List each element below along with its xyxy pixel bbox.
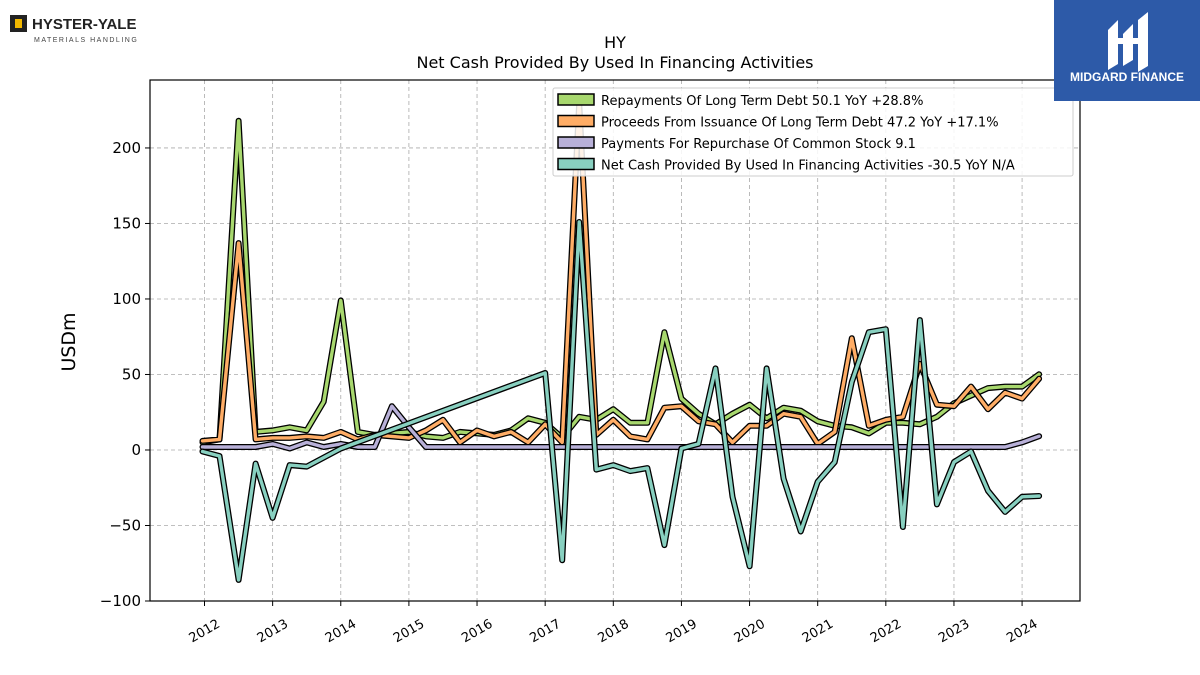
legend-swatch-1 (557, 114, 595, 128)
svg-text:MATERIALS HANDLING: MATERIALS HANDLING (34, 37, 138, 44)
series-line-2 (200, 404, 1041, 451)
y-tick-label: 200 (112, 139, 141, 157)
legend-swatch-0 (557, 93, 595, 106)
legend-frame (552, 87, 1074, 177)
y-tick-label: 100 (112, 290, 141, 308)
x-tick-label: 2015 (391, 617, 427, 647)
series-line-0 (200, 119, 1041, 445)
x-tick-label: 2021 (800, 617, 836, 647)
series-group (199, 99, 1043, 583)
y-tick-label: 0 (131, 441, 141, 459)
legend-label-0: Repayments Of Long Term Debt 50.1 YoY +2… (601, 94, 923, 109)
x-tick-label: 2012 (187, 617, 223, 647)
x-tick-label: 2017 (527, 617, 563, 647)
x-axis: 2012 2013 2014 2015 2016 2017 2018 2019 2020 2021… (187, 601, 1040, 647)
chart-subtitle: Net Cash Provided By Used In Financing A… (416, 53, 813, 72)
legend-swatch-2 (557, 136, 595, 149)
plot-frame (149, 79, 1081, 602)
legend: Repayments Of Long Term Debt 50.1 YoY +2… (552, 87, 1074, 177)
series-line-3 (200, 220, 1041, 582)
x-tick-label: 2014 (323, 617, 359, 647)
legend-swatch-3 (557, 157, 595, 171)
chart-title: HY (604, 33, 626, 52)
y-axis-label: USDm (58, 312, 80, 371)
y-tick-label: 150 (112, 214, 141, 232)
x-tick-label: 2022 (868, 617, 904, 647)
svg-text:HYSTER-YALE: HYSTER-YALE (32, 16, 136, 33)
legend-label-3: Net Cash Provided By Used In Financing A… (601, 159, 1015, 174)
midgard-finance-logo: MIDGARD FINANCE (1054, 0, 1200, 101)
x-tick-label: 2020 (732, 617, 768, 647)
x-tick-label: 2018 (595, 617, 631, 647)
legend-label-2: Payments For Repurchase Of Common Stock … (601, 137, 916, 152)
legend-label-1: Proceeds From Issuance Of Long Term Debt… (601, 116, 999, 131)
x-tick-label: 2024 (1004, 617, 1040, 647)
x-tick-label: 2023 (936, 617, 972, 647)
hyster-yale-logo: HYSTER-YALE MATERIALS HANDLING (8, 10, 158, 44)
y-tick-label: −50 (109, 516, 141, 534)
svg-text:MIDGARD FINANCE: MIDGARD FINANCE (1070, 70, 1184, 84)
x-tick-label: 2013 (255, 617, 291, 647)
x-tick-label: 2019 (664, 617, 700, 647)
y-tick-label: −100 (100, 592, 141, 610)
series-line-1 (200, 100, 1041, 446)
y-tick-label: 50 (122, 365, 141, 383)
x-tick-label: 2016 (459, 617, 495, 647)
y-axis: −100 −50 0 50 100 150 200 (100, 139, 150, 610)
